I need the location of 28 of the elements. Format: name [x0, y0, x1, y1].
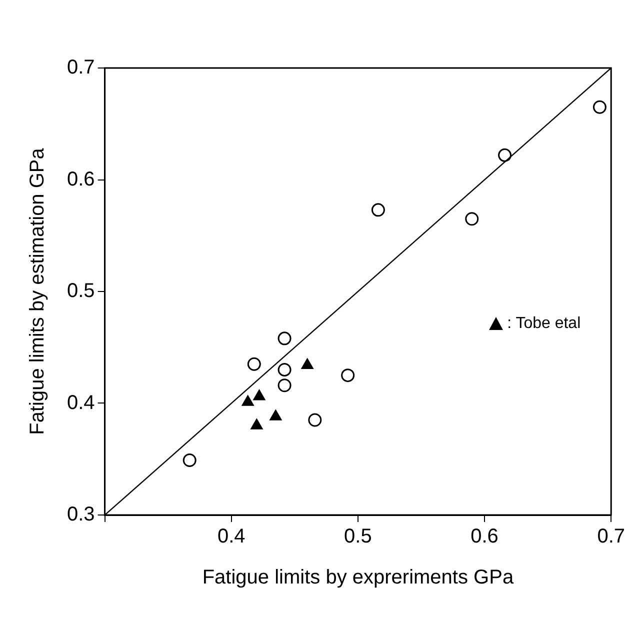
point: [278, 362, 292, 376]
x-tick-label: 0.5: [344, 526, 372, 548]
point: [465, 212, 479, 226]
y-tick-label: 0.6: [66, 168, 95, 190]
point: [242, 395, 254, 406]
y-tick-label: 0.4: [66, 392, 95, 414]
y-axis-title: Fatigue limits by estimation GPa: [26, 147, 49, 435]
point: [301, 358, 314, 370]
point: [278, 378, 292, 392]
x-tick-label: 0.6: [470, 526, 498, 548]
x-tick-label: 0.4: [217, 526, 246, 548]
x-tick-label: 0.7: [597, 526, 626, 548]
point: [278, 332, 292, 346]
point: [253, 390, 266, 400]
legend-label: : Tobe etal: [507, 314, 581, 332]
point: [270, 410, 282, 420]
point: [592, 100, 606, 114]
point: [341, 368, 355, 382]
point: [247, 357, 261, 371]
y-tick-label: 0.3: [66, 504, 95, 526]
point: [250, 418, 263, 430]
y-tick-label: 0.7: [66, 56, 95, 79]
point: [182, 453, 196, 467]
x-axis-title: Fatigue limits by expreriments GPa: [202, 566, 514, 589]
point: [371, 203, 385, 217]
point: [308, 413, 322, 427]
point: [498, 148, 512, 162]
y-tick-label: 0.5: [66, 280, 95, 302]
